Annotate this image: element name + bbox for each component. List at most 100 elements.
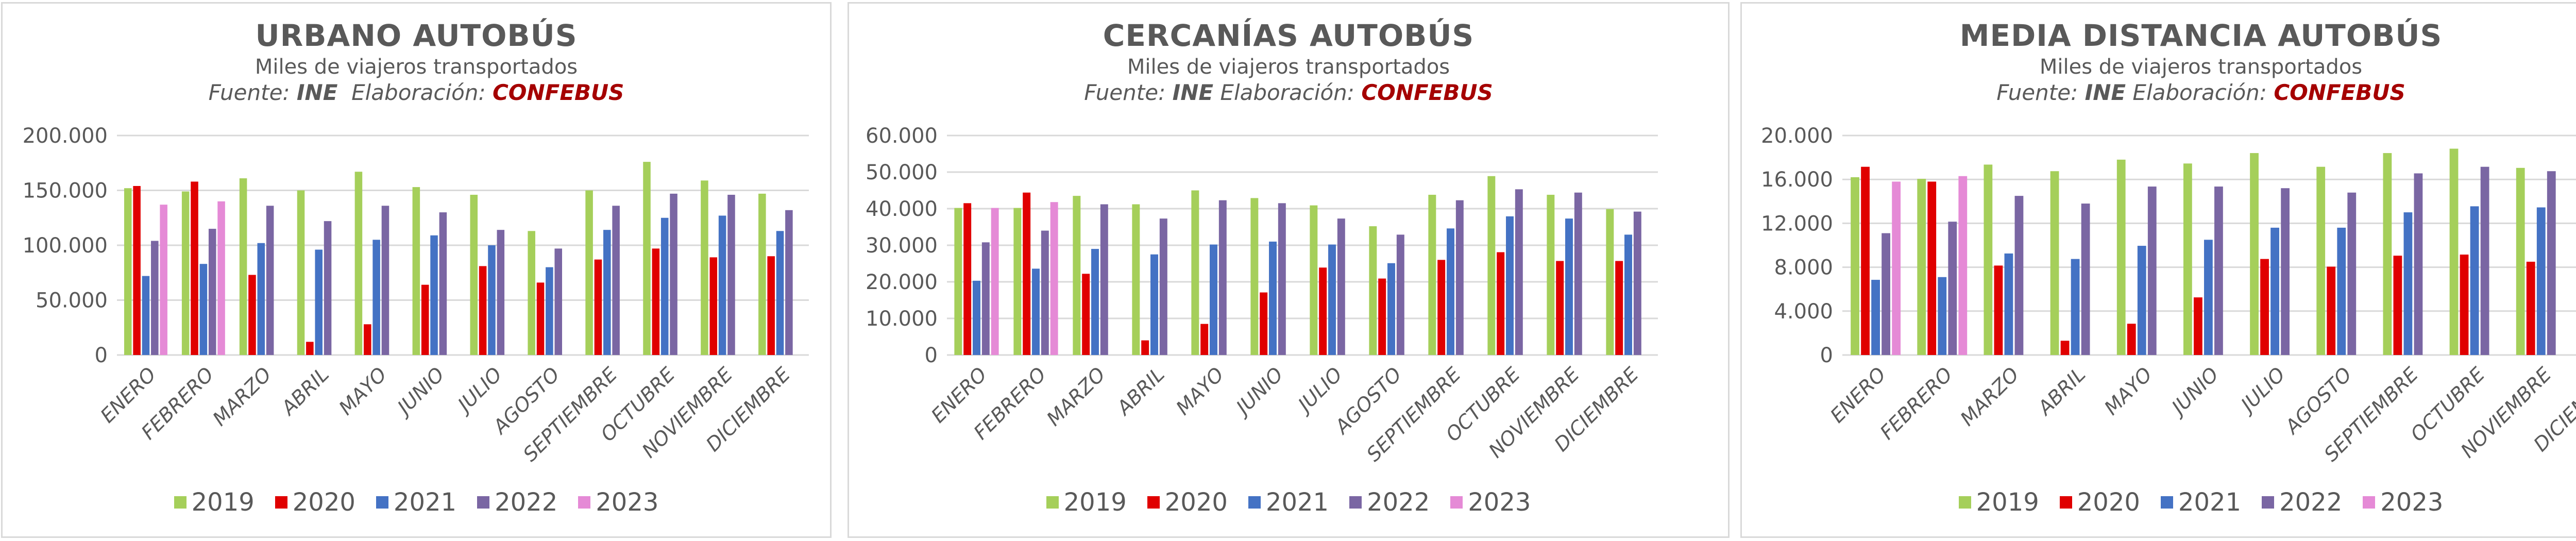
- bar-2022-julio: [2281, 188, 2290, 355]
- bar-2021-abril: [1150, 254, 1158, 355]
- y-tick-label: 10.000: [866, 307, 938, 331]
- bar-2019-febrero: [1917, 179, 1926, 355]
- bar-2022-julio: [1337, 218, 1345, 355]
- bar-2022-julio: [497, 230, 505, 355]
- bar-2022-agosto: [2347, 192, 2357, 355]
- legend-item-2020: 2020: [1147, 488, 1228, 517]
- bar-2021-julio: [1328, 244, 1336, 355]
- bar-2019-octubre: [643, 162, 651, 355]
- bar-2020-septiembre: [1437, 260, 1446, 355]
- legend-swatch: [477, 496, 490, 509]
- y-tick-label: 100.000: [23, 234, 108, 258]
- chart-subtitle: Miles de viajeros transportados: [2039, 55, 2363, 79]
- legend-swatch: [1450, 496, 1463, 509]
- bar-2023-febrero: [1050, 202, 1058, 355]
- bar-2020-abril: [1141, 340, 1149, 355]
- bar-2022-marzo: [1100, 204, 1108, 355]
- x-tick-label: JULIO: [1291, 363, 1347, 418]
- bar-2020-mayo: [2127, 324, 2136, 355]
- bar-2021-octubre: [1506, 216, 1514, 355]
- y-tick-label: 0: [95, 344, 108, 367]
- x-tick-label: MARZO: [1956, 363, 2023, 430]
- legend-label: 2019: [1063, 488, 1127, 517]
- chart-subtitle: Miles de viajeros transportados: [1127, 55, 1450, 79]
- bar-2020-junio: [421, 284, 429, 355]
- bar-2021-julio: [2270, 227, 2279, 355]
- bar-2022-mayo: [381, 206, 389, 355]
- bar-2020-julio: [479, 266, 487, 355]
- bar-2019-septiembre: [585, 190, 593, 355]
- chart-panel-media-distancia: MEDIA DISTANCIA AUTOBÚS Miles de viajero…: [1740, 2, 2576, 538]
- bar-2019-febrero: [181, 191, 190, 355]
- x-tick-label: MARZO: [1042, 363, 1110, 430]
- bar-2021-noviembre: [718, 215, 726, 355]
- legend-item-2020: 2020: [275, 488, 355, 517]
- bar-2020-octubre: [1497, 252, 1505, 355]
- bar-2021-abril: [2071, 259, 2080, 355]
- chart-source: Fuente: INE Elaboración: CONFEBUS: [1742, 80, 2576, 105]
- bar-2020-agosto: [536, 282, 545, 355]
- bar-2021-julio: [488, 245, 496, 355]
- bar-2019-agosto: [1369, 226, 1377, 355]
- bar-2021-enero: [1871, 280, 1880, 355]
- bar-2021-diciembre: [776, 231, 784, 355]
- x-tick-label: ABRIL: [2032, 363, 2090, 420]
- bar-2022-abril: [324, 221, 332, 355]
- bar-2022-junio: [2214, 187, 2223, 355]
- y-tick-label: 50.000: [36, 289, 108, 313]
- brand-name: CONFEBUS: [492, 80, 624, 105]
- legend-swatch: [275, 496, 287, 509]
- bar-2020-julio: [1319, 267, 1327, 355]
- bar-2020-noviembre: [2526, 261, 2535, 355]
- legend-swatch: [2363, 496, 2376, 509]
- y-tick-label: 20.000: [1761, 124, 1833, 148]
- brand-name: CONFEBUS: [1361, 80, 1493, 105]
- bar-2019-junio: [412, 187, 420, 355]
- legend-item-2022: 2022: [2262, 488, 2342, 517]
- bar-2022-junio: [1278, 203, 1286, 355]
- source-name: INE: [2084, 80, 2126, 105]
- bar-2021-febrero: [199, 264, 208, 355]
- bar-2022-marzo: [266, 206, 274, 355]
- x-tick-label: MAYO: [1172, 363, 1228, 419]
- bar-2022-abril: [2081, 204, 2090, 355]
- legend-item-2022: 2022: [477, 488, 557, 517]
- y-tick-label: 150.000: [23, 179, 108, 203]
- x-tick-label: MARZO: [208, 363, 276, 430]
- x-tick-label: MAYO: [334, 363, 391, 419]
- bar-2022-mayo: [1218, 200, 1227, 355]
- bar-2020-mayo: [1200, 324, 1209, 355]
- bar-2023-febrero: [217, 201, 225, 355]
- bar-2020-febrero: [1023, 192, 1031, 355]
- y-tick-label: 50.000: [866, 161, 938, 184]
- legend-item-2021: 2021: [2160, 488, 2241, 517]
- bar-2019-diciembre: [758, 193, 766, 355]
- legend-label: 2023: [2380, 488, 2444, 517]
- bar-2022-junio: [439, 212, 447, 355]
- bar-2022-octubre: [2480, 166, 2489, 355]
- bar-2022-febrero: [1041, 230, 1049, 355]
- bar-2022-agosto: [554, 248, 562, 355]
- x-tick-label: MAYO: [2100, 363, 2157, 419]
- bar-2022-febrero: [1948, 222, 1957, 355]
- x-tick-label: ABRIL: [1111, 363, 1169, 420]
- bar-2019-mayo: [354, 172, 363, 355]
- legend-label: 2019: [191, 488, 255, 517]
- source-label: Fuente:: [1996, 80, 2078, 105]
- x-tick-label: JULIO: [2234, 363, 2290, 418]
- bar-2022-abril: [1159, 218, 1167, 355]
- y-tick-label: 40.000: [866, 197, 938, 221]
- legend-label: 2023: [1468, 488, 1531, 517]
- chart-legend: 2019 2020 2021 2022 2023: [1742, 488, 2576, 517]
- bar-2019-junio: [2183, 163, 2192, 355]
- legend-swatch: [2160, 496, 2173, 509]
- legend-swatch: [1349, 496, 1362, 509]
- bar-2020-agosto: [2327, 266, 2336, 355]
- bar-2023-febrero: [1958, 176, 1968, 355]
- legend-item-2019: 2019: [1958, 488, 2039, 517]
- x-tick-label: JUNIO: [391, 363, 449, 421]
- y-tick-label: 30.000: [866, 234, 938, 258]
- bar-2021-marzo: [2004, 253, 2013, 355]
- bar-2020-febrero: [191, 181, 198, 355]
- x-tick-label: JUNIO: [1229, 363, 1287, 421]
